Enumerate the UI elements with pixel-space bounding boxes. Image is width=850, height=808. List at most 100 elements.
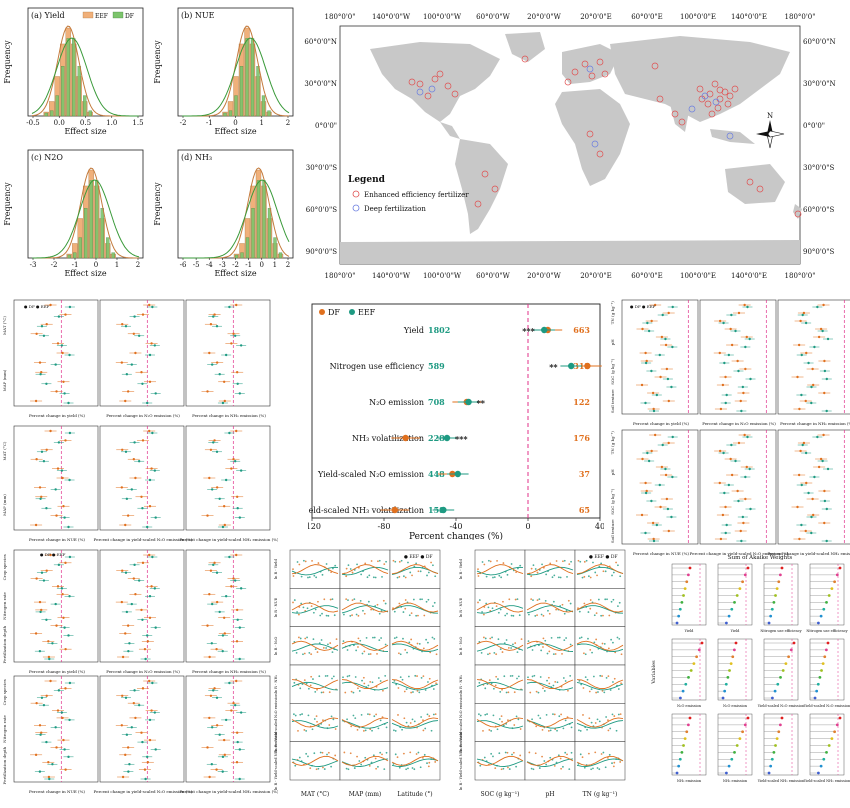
- x-axis-label: Percent change in NH₃ emission (%): [192, 413, 266, 418]
- eef-point: [221, 649, 224, 653]
- df-bar: [44, 112, 48, 117]
- eef-point: [661, 313, 664, 317]
- eef-point: [151, 555, 154, 559]
- df-point: [721, 513, 725, 517]
- group-label: Nitrogen rate: [2, 591, 7, 619]
- df-bar: [261, 95, 266, 117]
- x-axis-label: MAP (mm): [349, 791, 381, 798]
- forest-crop-yield-n2o-nh3: Percent change in yield (%) Percent chang…: [2, 549, 271, 674]
- eef-point: [125, 497, 129, 500]
- df-point: [805, 351, 808, 355]
- eef-point: [465, 398, 472, 406]
- eef-point: [130, 726, 133, 729]
- df-point: [206, 746, 209, 749]
- df-point: [811, 383, 815, 387]
- df-fit-line: [526, 564, 574, 575]
- eef-point: [144, 777, 147, 781]
- x-axis-label: Effect size: [64, 269, 106, 278]
- eef-point: [63, 516, 66, 519]
- eef-point: [443, 434, 451, 442]
- df-point: [206, 514, 209, 517]
- df-bar: [72, 38, 76, 117]
- eef-point: [146, 634, 149, 637]
- df-fit-line: [476, 679, 524, 690]
- eef-point: [821, 329, 824, 333]
- eef-point: [737, 499, 740, 503]
- df-bar: [234, 95, 238, 117]
- df-point: [38, 724, 42, 727]
- df-point: [739, 529, 742, 533]
- eef-point: [68, 718, 71, 722]
- eef-point: [725, 523, 728, 527]
- df-point: [132, 458, 136, 461]
- df-point: [61, 593, 64, 596]
- eef-point: [141, 618, 144, 621]
- histogram-c: (c) N2O -3 -2 -1 0 1 2 Effect size Frequency: [3, 149, 144, 278]
- eef-point: [804, 321, 808, 325]
- akaike-weight-point: [824, 648, 828, 652]
- group-label: MAP (mm): [2, 494, 7, 516]
- eef-point: [224, 478, 228, 482]
- eef-point: [153, 344, 157, 347]
- x-axis-label: Percent change in N₂O emission (%): [106, 413, 180, 418]
- eef-point: [39, 497, 42, 500]
- df-point: [222, 505, 226, 508]
- group-label: TN (g kg⁻¹): [610, 431, 615, 455]
- group-label: Crop species: [2, 679, 7, 705]
- df-point: [823, 391, 826, 395]
- eef-point: [42, 334, 46, 337]
- df-point: [121, 448, 124, 451]
- akaike-weight-point: [772, 750, 776, 754]
- df-point: [822, 433, 825, 437]
- eef-point: [133, 689, 136, 692]
- akaike-panel-label: NH₃ emission: [677, 779, 702, 783]
- x-tick-label: -3: [219, 261, 226, 269]
- df-point: [223, 753, 227, 757]
- df-point: [209, 694, 213, 697]
- x-axis-label: Percent change in N₂O emission (%): [106, 669, 180, 674]
- df-point: [235, 608, 239, 612]
- x-tick-label: 1.5: [132, 119, 143, 127]
- df-point: [721, 383, 725, 387]
- x-axis-label: Percent change in yield-scaled NH₃ emiss…: [179, 537, 278, 542]
- df-point: [823, 359, 826, 363]
- eef-point: [60, 344, 64, 347]
- map-bottom-tick-2: 100°0'0"W: [423, 272, 462, 280]
- df-bar: [55, 95, 59, 117]
- df-point: [235, 495, 239, 498]
- subplot-legend: ● DF ● EEF: [40, 552, 66, 557]
- df-point: [664, 343, 668, 347]
- map-bottom-tick-0: 180°0'0": [325, 272, 356, 280]
- akaike-weight-point: [738, 737, 742, 741]
- subplot-legend: ● DF ● EEF: [24, 304, 50, 309]
- df-point: [743, 303, 746, 307]
- eef-point: [813, 345, 816, 349]
- eef-point: [813, 475, 816, 479]
- eef-point: [727, 353, 731, 357]
- akaike-weight-point: [687, 675, 690, 679]
- df-curve: [32, 179, 140, 259]
- df-point: [55, 624, 58, 627]
- x-tick-label: 0: [525, 522, 530, 531]
- df-fit-line: [476, 564, 524, 575]
- eef-point: [239, 587, 243, 590]
- akaike-weight-point: [825, 600, 828, 604]
- group-label: TN (g kg⁻¹): [610, 301, 615, 325]
- df-point: [805, 481, 808, 485]
- df-fit-line: [526, 679, 574, 690]
- eef-point: [151, 305, 154, 309]
- df-point: [206, 390, 209, 393]
- eef-point: [146, 755, 149, 759]
- y-axis-label: Frequency: [3, 40, 12, 84]
- eef-point: [440, 506, 447, 514]
- group-label: MAT (°C): [2, 316, 7, 335]
- akaike-weight-point: [726, 675, 730, 679]
- df-point: [34, 632, 38, 635]
- eef-fit-line: [291, 566, 339, 576]
- df-point: [143, 647, 147, 651]
- df-point: [215, 486, 219, 489]
- df-fit-line: [391, 602, 439, 613]
- df-point: [230, 342, 233, 345]
- df-point: [797, 473, 801, 477]
- forest-chart: DF EEF Yield 1802 663 *** Nitrogen use efficie…: [303, 303, 605, 542]
